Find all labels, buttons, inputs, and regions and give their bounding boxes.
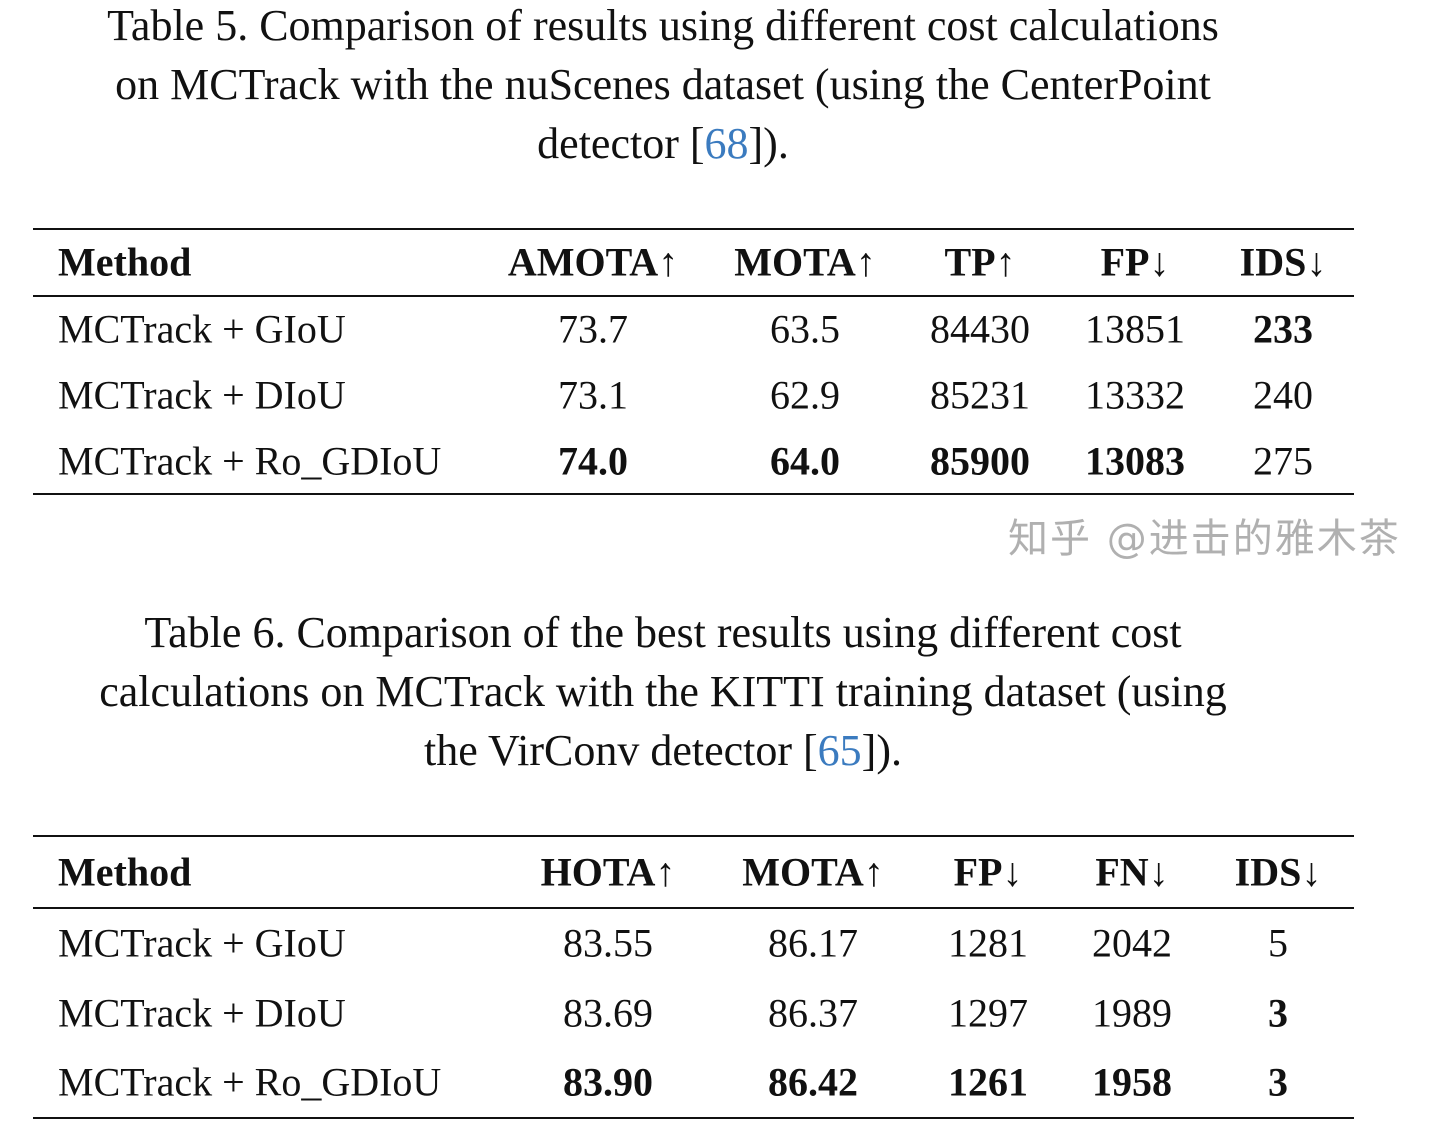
table-cell: 74.0 xyxy=(558,438,628,484)
column-header: Method xyxy=(58,239,192,285)
table-cell: 64.0 xyxy=(770,438,840,484)
row-method: MCTrack + Ro_GDIoU xyxy=(58,438,442,484)
citation-link[interactable]: 65 xyxy=(817,726,862,775)
table5-caption: Table 5. Comparison of results using dif… xyxy=(0,0,1326,173)
table-cell: 62.9 xyxy=(770,372,840,418)
table-cell: 63.5 xyxy=(770,306,840,352)
bottom-rule xyxy=(33,1117,1354,1119)
row-method: MCTrack + GIoU xyxy=(58,306,346,352)
row-method: MCTrack + GIoU xyxy=(58,920,346,966)
table-cell: 3 xyxy=(1268,990,1288,1036)
caption-line: detector [68]). xyxy=(0,114,1326,173)
caption-text: ]). xyxy=(861,726,902,775)
column-header: IDS↓ xyxy=(1234,849,1322,895)
table-cell: 3 xyxy=(1268,1059,1288,1105)
column-header: HOTA↑ xyxy=(540,849,676,895)
column-header: FN↓ xyxy=(1095,849,1169,895)
row-method: MCTrack + DIoU xyxy=(58,372,346,418)
table-cell: 13332 xyxy=(1085,372,1185,418)
top-rule xyxy=(33,228,1354,230)
caption-text: ]). xyxy=(748,119,789,168)
table-cell: 1261 xyxy=(948,1059,1028,1105)
table-cell: 83.69 xyxy=(563,990,653,1036)
caption-line: Table 6. Comparison of the best results … xyxy=(144,608,1182,657)
column-header: MOTA↑ xyxy=(742,849,884,895)
caption-line: Table 5. Comparison of results using dif… xyxy=(107,1,1219,50)
header-rule xyxy=(33,907,1354,909)
table-cell: 86.37 xyxy=(768,990,858,1036)
table-cell: 86.17 xyxy=(768,920,858,966)
column-header: Method xyxy=(58,849,192,895)
table-cell: 2042 xyxy=(1092,920,1172,966)
table-cell: 83.90 xyxy=(563,1059,653,1105)
table-cell: 275 xyxy=(1253,438,1313,484)
caption-text: the VirConv detector [ xyxy=(424,726,818,775)
caption-line: calculations on MCTrack with the KITTI t… xyxy=(99,667,1227,716)
column-header: IDS↓ xyxy=(1239,239,1327,285)
caption-line: on MCTrack with the nuScenes dataset (us… xyxy=(115,60,1211,109)
caption-line: the VirConv detector [65]). xyxy=(0,721,1326,780)
table-cell: 1281 xyxy=(948,920,1028,966)
header-rule xyxy=(33,295,1354,297)
citation-link[interactable]: 68 xyxy=(704,119,749,168)
row-method: MCTrack + Ro_GDIoU xyxy=(58,1059,442,1105)
table6-caption: Table 6. Comparison of the best results … xyxy=(0,603,1326,780)
table-cell: 5 xyxy=(1268,920,1288,966)
table-cell: 73.1 xyxy=(558,372,628,418)
table-cell: 1297 xyxy=(948,990,1028,1036)
bottom-rule xyxy=(33,493,1354,495)
column-header: AMOTA↑ xyxy=(507,239,679,285)
table-cell: 83.55 xyxy=(563,920,653,966)
table-cell: 1958 xyxy=(1092,1059,1172,1105)
top-rule xyxy=(33,835,1354,837)
table-cell: 13083 xyxy=(1085,438,1185,484)
column-header: MOTA↑ xyxy=(734,239,876,285)
table-cell: 1989 xyxy=(1092,990,1172,1036)
table-cell: 233 xyxy=(1253,306,1313,352)
table-cell: 85231 xyxy=(930,372,1030,418)
table-cell: 85900 xyxy=(930,438,1030,484)
column-header: FP↓ xyxy=(953,849,1023,895)
caption-text: detector [ xyxy=(537,119,705,168)
table-cell: 86.42 xyxy=(768,1059,858,1105)
column-header: FP↓ xyxy=(1100,239,1170,285)
row-method: MCTrack + DIoU xyxy=(58,990,346,1036)
table-cell: 13851 xyxy=(1085,306,1185,352)
table-cell: 84430 xyxy=(930,306,1030,352)
watermark: 知乎 @进击的雅木茶 xyxy=(1008,516,1401,562)
column-header: TP↑ xyxy=(944,239,1016,285)
table-cell: 73.7 xyxy=(558,306,628,352)
table-cell: 240 xyxy=(1253,372,1313,418)
